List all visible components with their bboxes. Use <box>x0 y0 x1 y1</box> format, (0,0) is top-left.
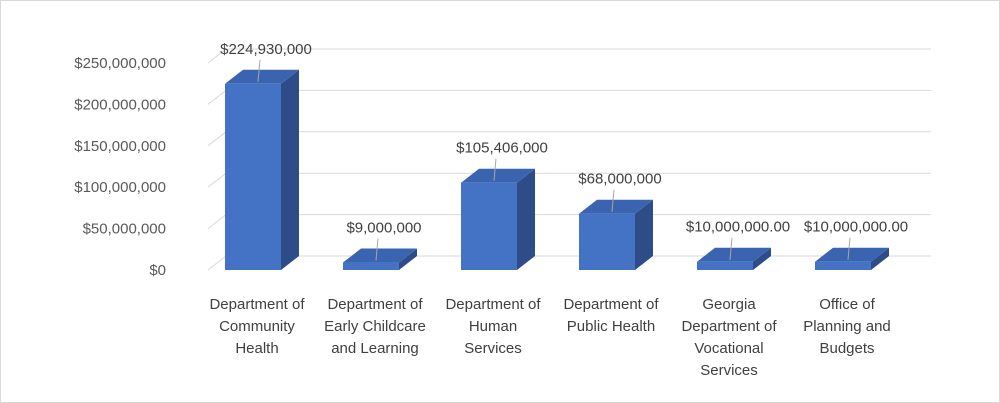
category-label: Office of Planning and Budgets <box>803 296 891 357</box>
leader-line <box>611 189 615 212</box>
y-tick-label: $50,000,000 <box>83 221 166 238</box>
data-label: $68,000,000 <box>578 171 661 188</box>
leader-line <box>257 59 261 82</box>
bar <box>225 69 299 270</box>
bar <box>815 247 889 270</box>
category-label: Department of Early Childcare and Learning <box>324 296 426 357</box>
y-tick-label: $100,000,000 <box>74 179 166 196</box>
bar-front <box>815 261 871 270</box>
bar-side <box>635 199 653 270</box>
bar-side <box>517 168 535 270</box>
bar-side <box>871 247 889 270</box>
bar-side <box>753 247 771 270</box>
bar <box>697 247 771 270</box>
bar-top <box>815 247 889 262</box>
gridline <box>207 131 931 147</box>
data-label: $9,000,000 <box>346 220 421 237</box>
y-tick-label: $250,000,000 <box>74 55 166 72</box>
category-label: Georgia Department of Vocational Services <box>681 296 777 379</box>
bar-side <box>281 69 299 270</box>
category-label: Department of Human Services <box>445 296 541 357</box>
data-label: $10,000,000.00 <box>686 219 790 236</box>
bar-front <box>225 83 281 270</box>
gridline <box>207 48 931 64</box>
bar-top <box>697 247 771 262</box>
data-labels: $224,930,000 $9,000,000 $105,406,000 $68,00… <box>220 41 908 261</box>
bar <box>461 168 535 270</box>
gridline <box>207 172 931 188</box>
bar-front <box>343 262 399 270</box>
bar <box>343 248 417 270</box>
gridlines <box>207 48 931 271</box>
category-label: Department of Community Health <box>209 296 305 357</box>
bar-front <box>461 182 517 270</box>
data-label: $224,930,000 <box>220 41 312 58</box>
bar-front <box>697 261 753 270</box>
y-tick-label: $150,000,000 <box>74 138 166 155</box>
category-label: Department of Public Health <box>563 296 659 335</box>
leader-line <box>729 237 733 260</box>
y-axis: $0 $50,000,000 $100,000,000 $150,000,000 $20… <box>74 55 166 279</box>
y-tick-label: $200,000,000 <box>74 96 166 113</box>
bar-side <box>399 248 417 270</box>
bar-front <box>579 213 635 270</box>
bar-top <box>343 248 417 263</box>
leader-line <box>493 158 497 181</box>
data-label: $10,000,000.00 <box>804 219 908 236</box>
leader-line <box>847 237 851 260</box>
leader-line <box>375 238 379 261</box>
y-tick-label: $0 <box>149 262 166 279</box>
data-label: $105,406,000 <box>456 140 548 157</box>
bar-top <box>225 69 299 84</box>
gridline <box>207 89 931 105</box>
bar-top <box>579 199 653 214</box>
bar <box>579 199 653 270</box>
category-labels: Department of Community Health Department o… <box>209 296 890 379</box>
bar-top <box>461 168 535 183</box>
bars <box>225 69 889 270</box>
